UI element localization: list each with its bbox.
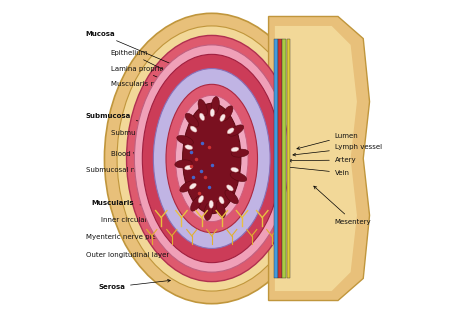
PathPatch shape: [269, 16, 370, 301]
Text: Mesentery: Mesentery: [314, 186, 372, 225]
Text: Submucosa: Submucosa: [85, 113, 170, 127]
Ellipse shape: [185, 113, 199, 127]
Ellipse shape: [219, 197, 224, 204]
Ellipse shape: [191, 196, 202, 211]
Ellipse shape: [204, 203, 212, 220]
Ellipse shape: [227, 128, 234, 134]
Text: Inner circular layer: Inner circular layer: [101, 217, 175, 224]
Text: Lamina propria: Lamina propria: [111, 66, 179, 86]
Text: Submucosal nerve plexus: Submucosal nerve plexus: [85, 166, 178, 174]
Ellipse shape: [200, 113, 205, 120]
Bar: [274, 39, 278, 278]
Text: Submucosal gland: Submucosal gland: [111, 130, 181, 139]
Bar: [283, 39, 286, 278]
Ellipse shape: [182, 103, 241, 214]
Text: Artery: Artery: [289, 157, 356, 163]
Ellipse shape: [180, 181, 195, 192]
Ellipse shape: [166, 84, 257, 233]
Ellipse shape: [185, 165, 192, 170]
Ellipse shape: [225, 190, 238, 204]
Text: Lumen: Lumen: [297, 133, 359, 149]
Ellipse shape: [227, 185, 233, 191]
Ellipse shape: [190, 126, 197, 132]
Ellipse shape: [221, 106, 233, 121]
Ellipse shape: [177, 135, 193, 145]
Ellipse shape: [154, 68, 270, 249]
Ellipse shape: [220, 114, 225, 121]
Text: Myenteric nerve plexus: Myenteric nerve plexus: [85, 234, 173, 240]
Bar: [278, 39, 282, 278]
Ellipse shape: [231, 167, 238, 172]
Ellipse shape: [142, 54, 281, 263]
Ellipse shape: [135, 45, 289, 272]
Text: Serosa: Serosa: [98, 279, 170, 290]
Ellipse shape: [127, 36, 297, 281]
Ellipse shape: [198, 196, 204, 203]
Text: Vein: Vein: [285, 166, 350, 176]
PathPatch shape: [275, 26, 357, 291]
Bar: [287, 39, 291, 278]
Ellipse shape: [198, 99, 207, 116]
Ellipse shape: [175, 95, 248, 222]
Ellipse shape: [209, 200, 213, 208]
Ellipse shape: [228, 125, 244, 136]
Text: Muscularis mucosae: Muscularis mucosae: [111, 81, 182, 96]
Text: Outer longitudinal layer: Outer longitudinal layer: [85, 252, 176, 258]
Ellipse shape: [211, 97, 219, 114]
Ellipse shape: [117, 26, 306, 291]
Ellipse shape: [175, 160, 192, 168]
Text: Blood vessel: Blood vessel: [111, 151, 178, 157]
Text: Lymph vessel: Lymph vessel: [293, 145, 382, 156]
Ellipse shape: [216, 201, 226, 218]
Ellipse shape: [185, 145, 192, 150]
Ellipse shape: [230, 172, 246, 182]
Ellipse shape: [231, 149, 249, 157]
Ellipse shape: [104, 13, 319, 304]
Text: Epithelium: Epithelium: [111, 50, 177, 76]
Ellipse shape: [190, 183, 196, 189]
Text: Muscularis: Muscularis: [92, 200, 170, 208]
Ellipse shape: [210, 109, 215, 117]
Text: Mucosa: Mucosa: [85, 31, 175, 66]
Ellipse shape: [231, 147, 239, 152]
